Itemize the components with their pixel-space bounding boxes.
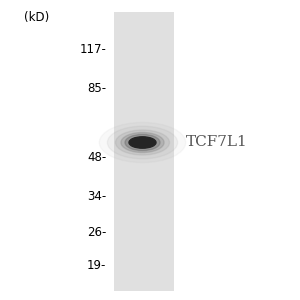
- Text: 85-: 85-: [87, 82, 106, 95]
- Ellipse shape: [107, 126, 178, 159]
- Ellipse shape: [99, 122, 186, 163]
- Ellipse shape: [125, 134, 160, 151]
- Text: 48-: 48-: [87, 151, 106, 164]
- Text: 19-: 19-: [87, 259, 106, 272]
- Ellipse shape: [129, 137, 156, 148]
- Text: 117-: 117-: [80, 43, 106, 56]
- Text: (kD): (kD): [24, 11, 49, 25]
- Text: TCF7L1: TCF7L1: [186, 136, 248, 149]
- Ellipse shape: [116, 130, 169, 155]
- Bar: [114, 12, 174, 291]
- Ellipse shape: [121, 133, 164, 152]
- Text: 34-: 34-: [87, 190, 106, 203]
- Text: 26-: 26-: [87, 226, 106, 239]
